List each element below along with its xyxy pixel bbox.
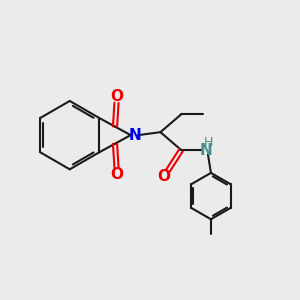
Text: N: N: [129, 128, 142, 142]
Text: O: O: [110, 167, 123, 182]
Text: N: N: [200, 142, 213, 158]
Text: O: O: [110, 89, 123, 104]
Text: H: H: [203, 136, 213, 149]
Text: O: O: [157, 169, 170, 184]
